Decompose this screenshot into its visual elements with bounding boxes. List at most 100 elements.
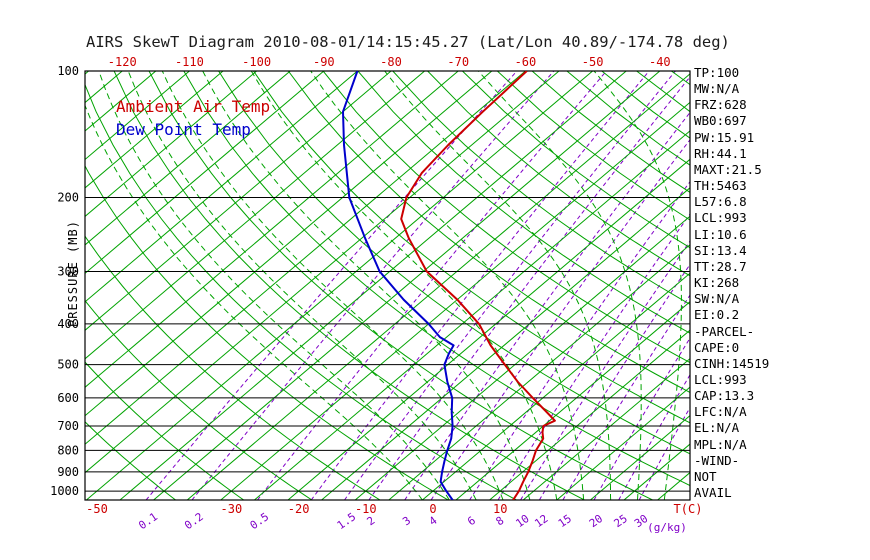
stat-line: WB0:697 xyxy=(694,113,747,129)
dry-adiabat-line xyxy=(462,71,690,249)
isotherm-line xyxy=(321,187,690,500)
mixing-ratio-label: 12 xyxy=(532,512,550,530)
pressure-axis-title: PRESSURE (MB) xyxy=(66,220,80,327)
stat-line: SI:13.4 xyxy=(694,242,747,258)
isotherm-line xyxy=(85,71,257,218)
dry-adiabat-line xyxy=(85,361,244,500)
mixing-ratio-label: 30 xyxy=(632,512,650,530)
mixing-ratio-label: 0.2 xyxy=(182,510,206,532)
isotherm-line xyxy=(119,71,627,500)
stat-line: EI:0.2 xyxy=(694,307,740,323)
top-temp-tick-label: -120 xyxy=(108,55,137,69)
stat-line: LFC:N/A xyxy=(694,404,747,420)
mixing-ratio-label: 0.5 xyxy=(248,510,272,532)
stat-line: TP:100 xyxy=(694,65,740,80)
stat-line: CAPE:0 xyxy=(694,339,740,355)
moist-adiabat-line xyxy=(593,71,682,500)
moist-adiabat-line xyxy=(161,71,504,500)
isotherm-line xyxy=(85,71,358,303)
top-temp-tick-label: -40 xyxy=(649,55,671,69)
stat-line: PW:15.91 xyxy=(694,129,755,145)
dry-adiabat-line xyxy=(392,71,690,305)
dry-adiabat-line xyxy=(253,71,690,424)
background-lines xyxy=(85,71,690,500)
stat-line: L57:6.8 xyxy=(694,194,747,210)
top-temp-tick-label: -90 xyxy=(313,55,335,69)
bottom-temp-tick-label: -30 xyxy=(221,502,243,516)
mixing-ratio-line xyxy=(469,180,690,500)
mixing-ratio-label: 6 xyxy=(465,514,478,528)
pressure-tick-label: 1000 xyxy=(50,484,79,498)
moist-adiabat-line xyxy=(127,71,477,500)
stat-line: CAP:13.3 xyxy=(694,388,755,404)
isotherm-line xyxy=(85,71,325,275)
stat-line: SW:N/A xyxy=(694,291,740,307)
chart-title: AIRS SkewT Diagram 2010-08-01/14:15:45.2… xyxy=(86,33,730,51)
mixing-ratio-line xyxy=(191,71,555,500)
isotherm-line xyxy=(455,301,690,500)
isotherm-line xyxy=(85,71,560,474)
isotherm-line xyxy=(85,71,493,417)
pressure-tick-label: 700 xyxy=(57,419,79,433)
mixing-ratio-line xyxy=(593,337,690,500)
mixing-ratio-unit-label: (g/kg) xyxy=(647,521,687,534)
top-temp-tick-label: -50 xyxy=(582,55,604,69)
dry-adiabat-line xyxy=(85,421,176,500)
pressure-tick-label: 500 xyxy=(57,358,79,372)
stat-line: LCL:993 xyxy=(694,210,747,226)
bottom-temp-tick-label: 0 xyxy=(429,502,436,516)
stat-line: MAXT:21.5 xyxy=(694,161,762,177)
dry-adiabat-line xyxy=(287,71,690,394)
top-temp-tick-label: -60 xyxy=(515,55,537,69)
dry-adiabat-line xyxy=(85,164,449,500)
stat-line: AVAIL xyxy=(694,485,732,501)
isotherm-line xyxy=(590,414,690,500)
pressure-tick-label: 800 xyxy=(57,443,79,457)
mixing-ratio-label: 25 xyxy=(612,512,630,530)
dry-adiabat-line xyxy=(427,71,690,277)
isotherm-line xyxy=(153,71,661,500)
dry-adiabat-line xyxy=(85,299,313,500)
mixing-ratio-line xyxy=(430,138,690,500)
bottom-temp-tick-label: -20 xyxy=(288,502,310,516)
stat-line: -WIND- xyxy=(694,452,740,468)
isotherm-line xyxy=(254,130,690,500)
moist-adiabat-line xyxy=(384,71,612,500)
mixing-ratio-label: 8 xyxy=(494,514,507,528)
mixing-ratio-line xyxy=(497,213,690,500)
stat-line: LI:10.6 xyxy=(694,226,747,242)
mixing-ratio-label: 20 xyxy=(587,512,605,530)
pressure-tick-label: 300 xyxy=(57,264,79,278)
isotherm-line xyxy=(186,73,690,500)
stat-line: -PARCEL- xyxy=(694,323,755,339)
moist-adiabat-line xyxy=(477,71,642,500)
isotherm-line xyxy=(422,272,690,500)
isotherm-line xyxy=(85,71,425,360)
pressure-tick-label: 600 xyxy=(57,391,79,405)
stat-line: MW:N/A xyxy=(694,81,740,97)
isotherm-line xyxy=(220,101,690,500)
mixing-ratio-label: 3 xyxy=(400,514,413,528)
bottom-temp-tick-label: -10 xyxy=(355,502,377,516)
isotherm-line xyxy=(85,71,291,246)
dry-adiabat-line xyxy=(85,83,517,500)
mixing-ratio-label: 15 xyxy=(556,512,574,530)
isotherm-line xyxy=(85,71,190,161)
mixing-ratio-label: 2 xyxy=(364,514,377,528)
dry-adiabat-line xyxy=(148,71,653,500)
stat-line: LCL:993 xyxy=(694,371,747,387)
dry-adiabat-line xyxy=(357,71,690,334)
pressure-tick-label: 400 xyxy=(57,317,79,331)
stat-line: TT:28.7 xyxy=(694,258,747,274)
top-temp-tick-label: -110 xyxy=(175,55,204,69)
stat-line: KI:268 xyxy=(694,275,740,291)
stats-panel: TP:100 MW:N/A FRZ:628 WB0:697 PW:15.91 RH:44.… xyxy=(694,65,866,501)
pressure-tick-label: 200 xyxy=(57,190,79,204)
ambient-temp-curve xyxy=(400,71,556,500)
stat-line: NOT xyxy=(694,468,717,484)
top-temp-tick-label: -100 xyxy=(242,55,271,69)
temp-unit-label: T(C) xyxy=(674,502,703,516)
dry-adiabat-line xyxy=(322,71,690,364)
bottom-temp-tick-label: 10 xyxy=(493,502,507,516)
